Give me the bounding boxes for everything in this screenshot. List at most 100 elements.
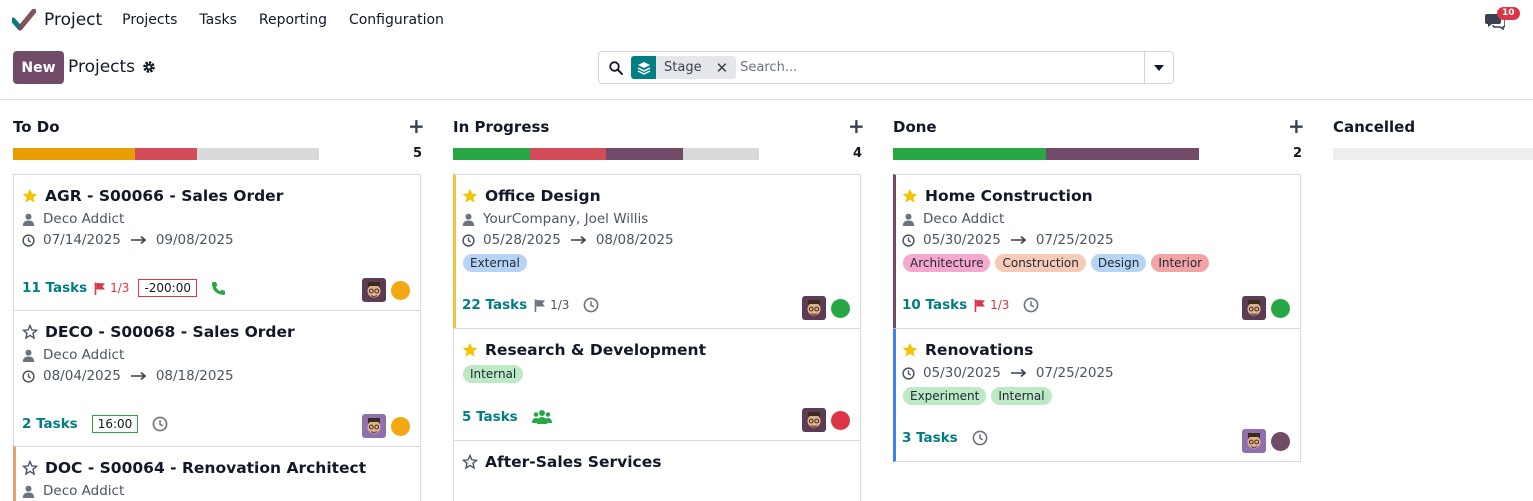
project-card[interactable]: Office Design YourCompany, Joel Willis 05/… — [453, 174, 861, 329]
card-title: Office Design — [462, 187, 601, 205]
card-footer: 10 Tasks 1/3 — [902, 297, 1039, 313]
clock-icon-wrapper[interactable] — [972, 430, 988, 446]
search-options-toggle[interactable] — [1144, 52, 1173, 83]
menu-configuration[interactable]: Configuration — [348, 12, 444, 28]
status-indicator[interactable] — [391, 417, 410, 436]
card-title-text: Home Construction — [925, 187, 1093, 205]
new-button[interactable]: New — [13, 51, 64, 84]
add-card-icon[interactable]: + — [408, 114, 425, 138]
progress-segment[interactable] — [682, 148, 759, 160]
progress-segment[interactable] — [13, 148, 136, 160]
avatar[interactable] — [362, 414, 386, 438]
tasks-link[interactable]: 2 Tasks — [22, 416, 78, 432]
star-icon[interactable] — [22, 324, 38, 340]
search-input[interactable] — [740, 60, 1141, 75]
add-card-icon[interactable]: + — [848, 114, 865, 138]
star-filled-icon[interactable] — [462, 188, 478, 204]
search-icon[interactable] — [609, 60, 623, 75]
activity-clock-icon[interactable] — [583, 297, 599, 313]
card-tags: Internal — [463, 365, 528, 383]
progress-segment[interactable] — [529, 148, 606, 160]
progress-segment[interactable] — [196, 148, 319, 160]
avatar[interactable] — [1242, 296, 1266, 320]
gear-icon[interactable] — [142, 60, 156, 74]
card-customer: Deco Addict — [22, 347, 124, 363]
star-filled-icon[interactable] — [462, 342, 478, 358]
project-card[interactable]: DECO - S00068 - Sales Order Deco Addict 08… — [13, 310, 421, 447]
status-indicator[interactable] — [831, 411, 850, 430]
avatar[interactable] — [802, 296, 826, 320]
avatar[interactable] — [802, 408, 826, 432]
tag-badge: Interior — [1151, 254, 1210, 272]
column-progress-bar[interactable] — [893, 148, 1199, 160]
star-filled-icon[interactable] — [902, 188, 918, 204]
tasks-link[interactable]: 5 Tasks — [462, 409, 518, 425]
clock-icon-wrapper[interactable] — [1023, 297, 1039, 313]
users-icon-wrapper[interactable] — [531, 409, 552, 425]
card-dates: 05/28/2025 08/08/2025 — [462, 232, 674, 248]
clock-icon-wrapper[interactable] — [583, 297, 599, 313]
star-filled-icon[interactable] — [902, 342, 918, 358]
card-dates: 07/14/2025 09/08/2025 — [22, 232, 234, 248]
column-count: 4 — [853, 146, 863, 161]
avatar[interactable] — [1242, 429, 1266, 453]
avatar[interactable] — [362, 278, 386, 302]
column-progress-bar[interactable] — [13, 148, 319, 160]
tasks-link[interactable]: 11 Tasks — [22, 280, 88, 296]
add-card-icon[interactable]: + — [1288, 114, 1305, 138]
tag-badge: Design — [1090, 254, 1147, 272]
clock-icon-wrapper[interactable] — [152, 416, 168, 432]
menu-reporting[interactable]: Reporting — [258, 12, 327, 28]
project-card[interactable]: Research & Development Internal 5 Tasks — [453, 328, 861, 441]
remove-facet-icon[interactable]: ✕ — [715, 58, 729, 77]
tasks-link[interactable]: 10 Tasks — [902, 297, 968, 313]
progress-segment[interactable] — [1046, 148, 1199, 160]
project-card[interactable]: Home Construction Deco Addict 05/30/2025 07… — [893, 174, 1301, 329]
tasks-link[interactable]: 22 Tasks — [462, 297, 528, 313]
progress-segment[interactable] — [606, 148, 683, 160]
menu-tasks[interactable]: Tasks — [199, 12, 237, 28]
tasks-link[interactable]: 3 Tasks — [902, 430, 958, 446]
progress-segment[interactable] — [893, 148, 1046, 160]
activity-clock-icon[interactable] — [152, 416, 168, 432]
status-indicator[interactable] — [1271, 299, 1290, 318]
start-date: 05/30/2025 — [923, 365, 1001, 381]
kanban-column-cancelled: Cancelled — [1333, 100, 1533, 501]
users-icon[interactable] — [531, 409, 552, 425]
activity-clock-icon[interactable] — [972, 430, 988, 446]
card-footer: 2 Tasks 16:00 — [22, 415, 168, 433]
card-title-text: AGR - S00066 - Sales Order — [45, 187, 284, 205]
user-icon — [22, 485, 35, 498]
card-customer: Deco Addict — [22, 483, 124, 499]
project-card[interactable]: DOC - S00064 - Renovation Architect Deco … — [13, 446, 421, 501]
status-indicator[interactable] — [1271, 432, 1290, 451]
progress-segment[interactable] — [453, 148, 530, 160]
phone-icon[interactable] — [211, 281, 226, 296]
user-icon — [22, 213, 35, 226]
arrow-right-icon — [1010, 368, 1026, 378]
star-filled-icon[interactable] — [22, 188, 38, 204]
project-card[interactable]: AGR - S00066 - Sales Order Deco Addict 07/… — [13, 174, 421, 311]
top-navbar: Project Projects Tasks Reporting Configu… — [0, 0, 1533, 40]
user-icon — [462, 213, 475, 226]
card-title-text: Research & Development — [485, 341, 706, 359]
status-indicator[interactable] — [391, 281, 410, 300]
menu-projects[interactable]: Projects — [122, 12, 178, 28]
column-progress-bar[interactable] — [1333, 148, 1533, 160]
card-title: DOC - S00064 - Renovation Architect — [22, 459, 366, 477]
app-brand[interactable]: Project — [12, 9, 102, 31]
milestones: 1/3 — [534, 298, 569, 312]
progress-segment[interactable] — [135, 148, 197, 160]
status-indicator[interactable] — [831, 299, 850, 318]
column-progress-bar[interactable] — [453, 148, 759, 160]
project-card[interactable]: Renovations 05/30/2025 07/25/2025 Experimen… — [893, 328, 1301, 462]
phone-icon-wrapper[interactable] — [211, 281, 226, 296]
tag-badge: Internal — [463, 365, 524, 383]
arrow-right-icon — [130, 235, 146, 245]
project-card[interactable]: After-Sales Services — [453, 440, 861, 501]
end-date: 07/25/2025 — [1035, 232, 1114, 248]
activity-clock-icon[interactable] — [1023, 297, 1039, 313]
arrow-right-icon — [130, 371, 146, 381]
star-icon[interactable] — [22, 460, 38, 476]
star-icon[interactable] — [462, 454, 478, 470]
